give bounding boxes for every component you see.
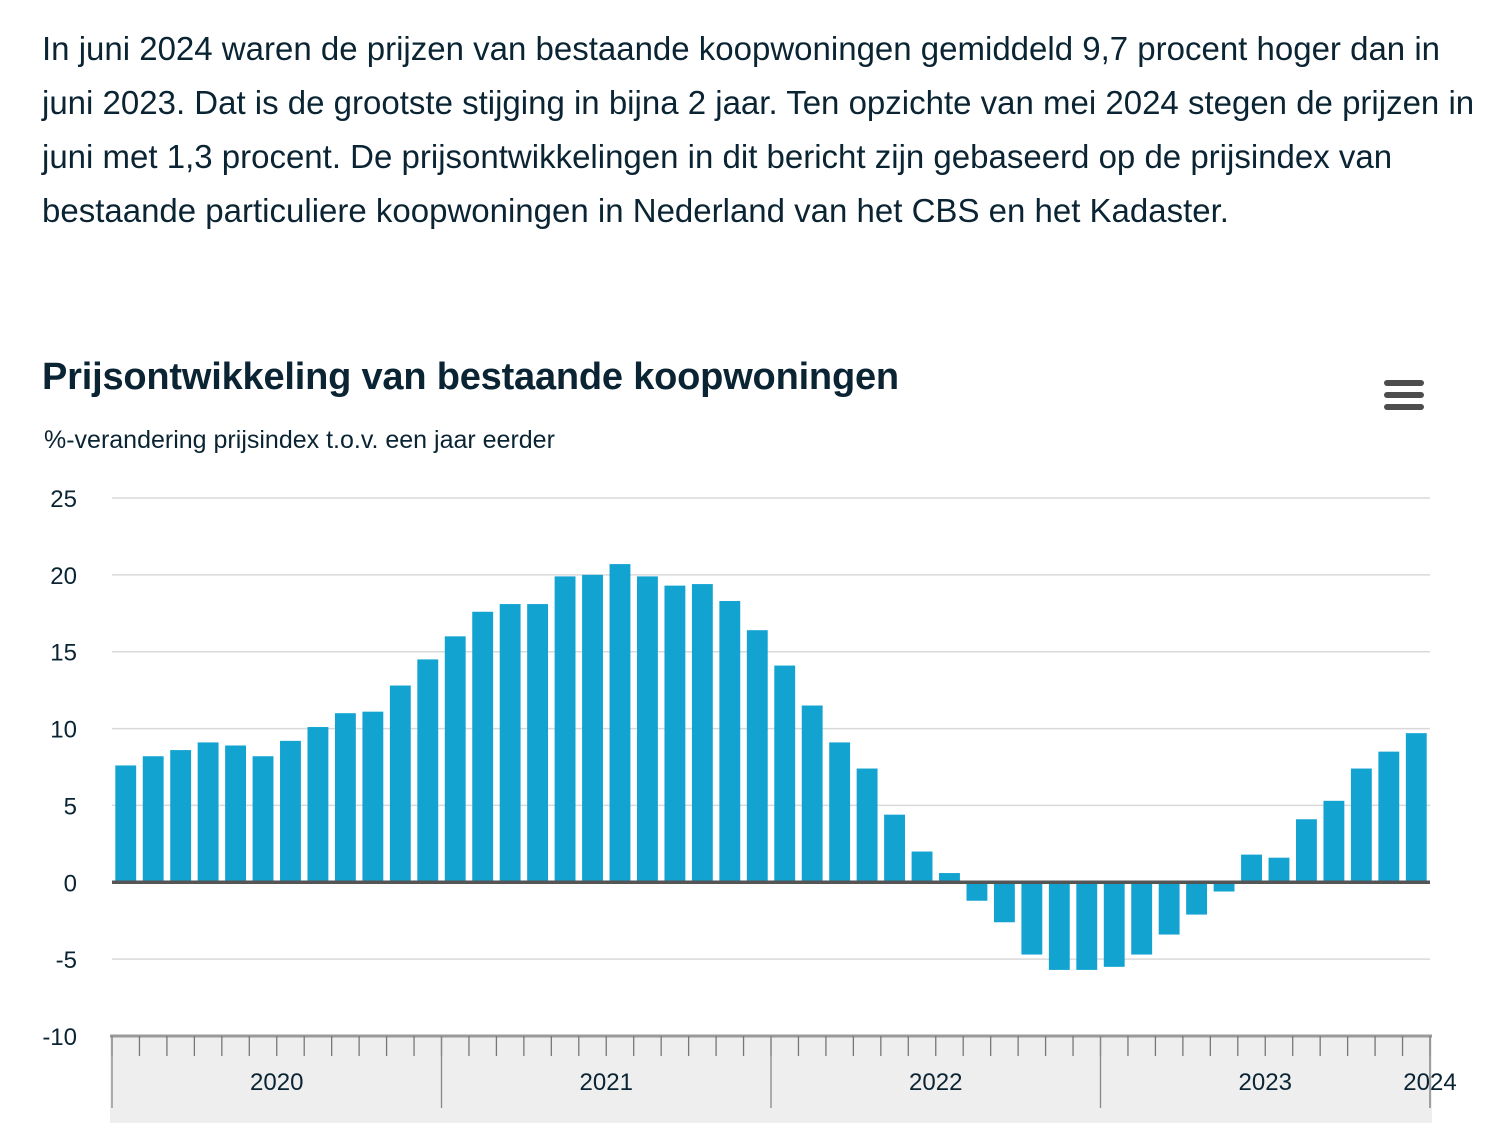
bar[interactable] [1268, 857, 1290, 883]
bar[interactable] [1350, 768, 1372, 883]
bar[interactable] [115, 765, 137, 883]
bar[interactable] [1296, 819, 1317, 883]
bar[interactable] [939, 873, 960, 883]
bar[interactable] [362, 711, 384, 883]
bar[interactable] [307, 727, 329, 883]
bar[interactable] [719, 600, 741, 883]
bar[interactable] [966, 882, 988, 901]
bar[interactable] [170, 750, 192, 883]
y-tick-label: 5 [64, 793, 77, 820]
bar[interactable] [472, 611, 494, 883]
bars [115, 564, 1427, 970]
bar[interactable] [582, 574, 603, 883]
bar[interactable] [911, 851, 933, 883]
chart-subtitle: %-verandering prijsindex t.o.v. een jaar… [44, 426, 555, 454]
bar[interactable] [225, 745, 246, 883]
y-tick-label: 10 [50, 717, 77, 744]
bar[interactable] [829, 742, 851, 883]
bar[interactable] [746, 630, 768, 883]
x-year-label: 2022 [909, 1069, 962, 1096]
bar[interactable] [1405, 733, 1427, 883]
x-year-label: 2020 [250, 1069, 303, 1096]
y-tick-label: 25 [50, 486, 77, 513]
bar[interactable] [1186, 882, 1208, 915]
y-tick-label: 15 [50, 640, 77, 667]
bar[interactable] [142, 756, 164, 883]
y-tick-label: -10 [42, 1024, 77, 1051]
y-tick-label: 20 [50, 563, 77, 590]
bar[interactable] [389, 685, 411, 883]
bar[interactable] [1076, 882, 1098, 970]
bar[interactable] [637, 576, 658, 883]
bar[interactable] [444, 636, 466, 883]
bar[interactable] [691, 584, 713, 883]
bar[interactable] [1323, 800, 1345, 883]
bar[interactable] [1021, 882, 1043, 955]
bar[interactable] [1131, 882, 1153, 955]
x-year-label: 2023 [1239, 1069, 1292, 1096]
bar[interactable] [1241, 854, 1262, 883]
gridlines [112, 497, 1430, 960]
bar[interactable] [280, 740, 301, 883]
bar[interactable] [774, 665, 796, 883]
bar[interactable] [1378, 751, 1400, 883]
bar[interactable] [252, 756, 274, 883]
bar[interactable] [527, 604, 549, 883]
x-year-label: 2021 [580, 1069, 633, 1096]
y-tick-label: -5 [56, 947, 77, 974]
bar[interactable] [554, 576, 576, 883]
y-tick-label: 0 [64, 870, 77, 897]
bar[interactable] [609, 564, 631, 883]
bar[interactable] [197, 742, 219, 883]
chart-menu-button[interactable] [1380, 380, 1428, 420]
x-axis: 2020 2021 2022 2023 2024 [110, 1034, 1457, 1123]
bar[interactable] [993, 882, 1015, 923]
bar[interactable] [1048, 882, 1070, 970]
bar[interactable] [801, 705, 823, 883]
bar[interactable] [1103, 882, 1125, 967]
bar[interactable] [1213, 882, 1235, 892]
bar[interactable] [499, 604, 521, 883]
bar[interactable] [856, 768, 878, 883]
y-axis-tick-labels: 25 20 15 10 5 0 -5 -10 [42, 486, 77, 1051]
bar[interactable] [417, 659, 439, 883]
bar[interactable] [664, 585, 686, 883]
bar[interactable] [884, 814, 905, 883]
chart-title: Prijsontwikkeling van bestaande koopwoni… [42, 356, 899, 398]
hamburger-menu-icon [1380, 380, 1428, 410]
bar[interactable] [1158, 882, 1180, 935]
bar[interactable] [334, 713, 356, 883]
intro-paragraph: In juni 2024 waren de prijzen van bestaa… [42, 30, 1475, 229]
